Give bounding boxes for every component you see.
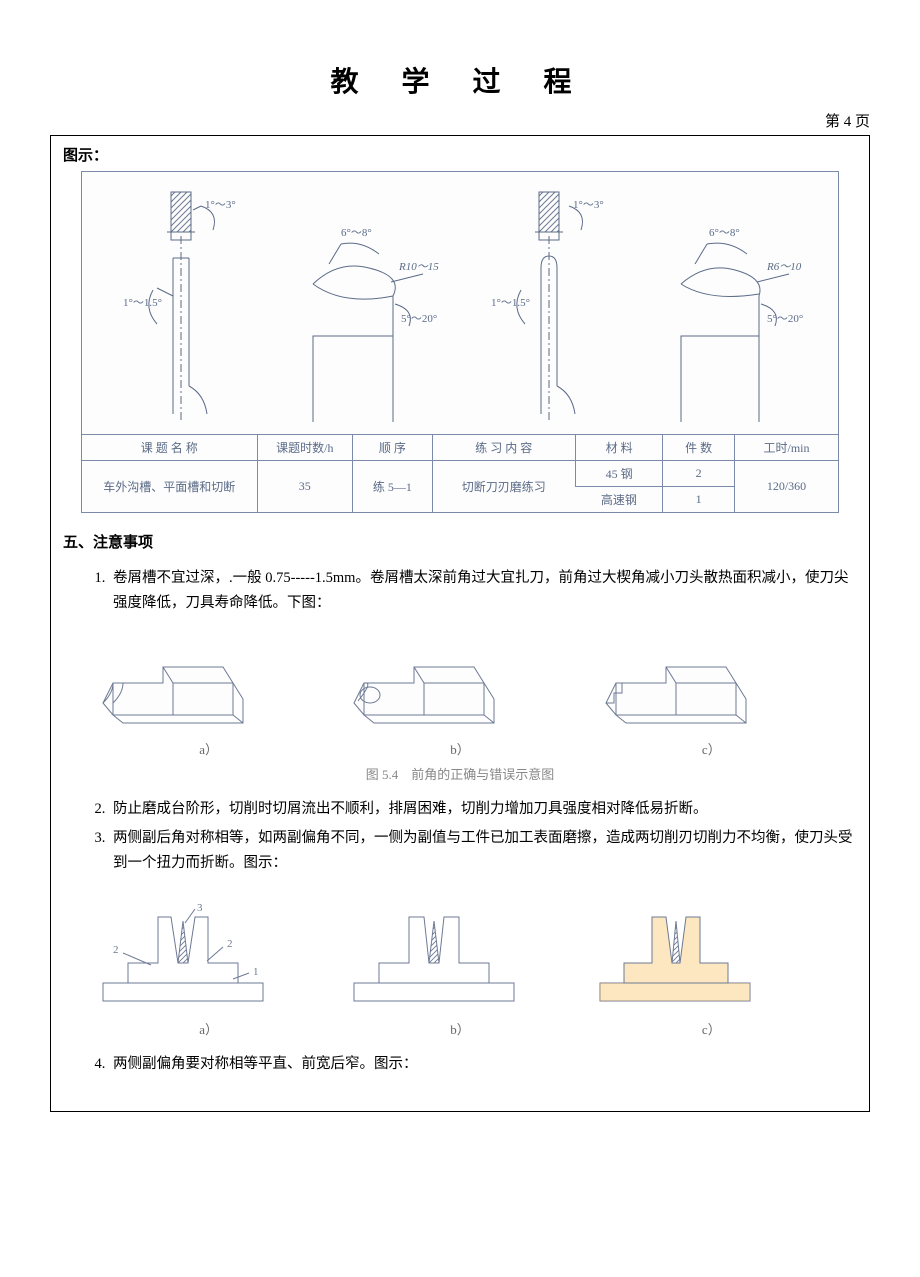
td-hours: 35 — [257, 461, 352, 513]
td-qty2: 1 — [663, 487, 735, 513]
list-item: 防止磨成台阶形，切削时切屑流出不顺利，排屑困难，切削力增加刀具强度相对降低易折断… — [109, 797, 857, 822]
th-hours: 课题时数/h — [257, 435, 352, 461]
figure-bottom: 2 2 3 1 a） b） — [63, 889, 857, 1038]
figure-5-4: a） b） c） — [63, 629, 857, 758]
leader-2b: 2 — [227, 938, 233, 950]
th-practice: 练 习 内 容 — [432, 435, 575, 461]
list-item: 卷屑槽不宜过深，.一般 0.75-----1.5mm。卷屑槽太深前角过大宜扎刀，… — [109, 566, 857, 615]
angle-label: 6°～8° — [709, 227, 740, 239]
sub-label-c: c） — [586, 739, 837, 758]
figbot-a: 2 2 3 1 a） — [83, 903, 334, 1038]
radius-label: R6～10 — [766, 261, 802, 273]
fig54-c: c） — [586, 643, 837, 758]
th-order: 顺 序 — [353, 435, 433, 461]
notes-list-2: 防止磨成台阶形，切削时切屑流出不顺利，排屑困难，切削力增加刀具强度相对降低易折断… — [63, 797, 857, 875]
sub-label-a: a） — [83, 1019, 334, 1038]
table-row: 车外沟槽、平面槽和切断 35 练 5—1 切断刀刃磨练习 45 钢 2 120/… — [82, 461, 838, 487]
angle-label: 1°～1.5° — [123, 297, 162, 309]
illustration-label: 图示： — [63, 144, 857, 165]
td-topic: 车外沟槽、平面槽和切断 — [82, 461, 257, 513]
td-material2: 高速钢 — [575, 487, 663, 513]
th-topic: 课 题 名 称 — [82, 435, 257, 461]
th-material: 材 料 — [575, 435, 663, 461]
fig54-a: a） — [83, 643, 334, 758]
td-order: 练 5—1 — [353, 461, 433, 513]
angle-label: 1°～1.5° — [491, 297, 530, 309]
td-qty1: 2 — [663, 461, 735, 487]
td-practice: 切断刀刃磨练习 — [432, 461, 575, 513]
leader-1: 1 — [253, 966, 259, 978]
tool-diagram-1: 1°～3° 1°～1.5° — [92, 186, 276, 426]
td-time: 120/360 — [734, 461, 838, 513]
figbot-c: c） — [586, 903, 837, 1038]
th-qty: 件 数 — [663, 435, 735, 461]
sub-label-c: c） — [586, 1019, 837, 1038]
figbot-b: b） — [334, 903, 585, 1038]
angle-label: 1°～3° — [205, 199, 236, 211]
top-figure-frame: 1°～3° 1°～1.5° — [81, 171, 839, 513]
list-item: 两侧副偏角要对称相等平直、前宽后窄。图示： — [109, 1052, 857, 1077]
page-title: 教 学 过 程 — [50, 60, 870, 100]
figure-table: 课 题 名 称 课题时数/h 顺 序 练 习 内 容 材 料 件 数 工时/mi… — [82, 434, 838, 512]
notes-list: 卷屑槽不宜过深，.一般 0.75-----1.5mm。卷屑槽太深前角过大宜扎刀，… — [63, 566, 857, 615]
leader-2: 2 — [113, 944, 119, 956]
th-time: 工时/min — [734, 435, 838, 461]
sub-label-b: b） — [334, 1019, 585, 1038]
page-number: 第 4 页 — [50, 110, 870, 131]
td-material1: 45 钢 — [575, 461, 663, 487]
table-row: 课 题 名 称 课题时数/h 顺 序 练 习 内 容 材 料 件 数 工时/mi… — [82, 435, 838, 461]
tool-diagram-3: 1°～3° 1°～1.5° — [460, 186, 644, 426]
leader-3: 3 — [197, 903, 203, 914]
angle-label: 6°～8° — [341, 227, 372, 239]
radius-label: R10～15 — [398, 261, 439, 273]
angle-label: 1°～3° — [573, 199, 604, 211]
content-box: 图示： 1°～3° — [50, 135, 870, 1112]
sub-label-b: b） — [334, 739, 585, 758]
tool-diagram-4: 6°～8° R6～10 5°～20° — [644, 186, 828, 426]
angle-label: 5°～20° — [401, 313, 437, 325]
fig54-b: b） — [334, 643, 585, 758]
section-heading-5: 五、注意事项 — [63, 531, 857, 552]
notes-list-3: 两侧副偏角要对称相等平直、前宽后窄。图示： — [63, 1052, 857, 1077]
angle-label: 5°～20° — [767, 313, 803, 325]
sub-label-a: a） — [83, 739, 334, 758]
tool-diagram-2: 6°～8° R10～15 5°～20° — [276, 186, 460, 426]
tool-diagram-row: 1°～3° 1°～1.5° — [82, 172, 838, 434]
figure-5-4-caption: 图 5.4 前角的正确与错误示意图 — [63, 764, 857, 783]
list-item: 两侧副后角对称相等，如两副偏角不同，一侧为副值与工件已加工表面磨擦，造成两切削刃… — [109, 826, 857, 875]
